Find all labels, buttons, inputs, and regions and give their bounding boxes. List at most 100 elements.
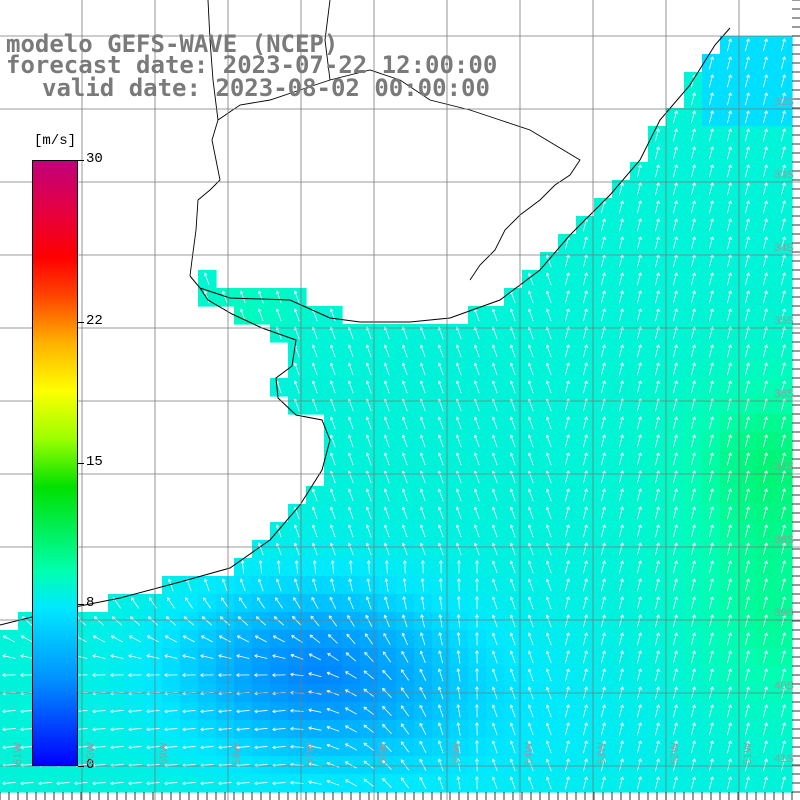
wind-arrow xyxy=(456,596,461,610)
wind-arrow xyxy=(473,524,480,538)
latitude-label: 40S xyxy=(774,680,794,692)
wind-arrow xyxy=(128,673,142,677)
wind-arrow xyxy=(218,745,232,750)
wind-arrow xyxy=(456,740,461,754)
wind-arrow xyxy=(275,578,282,592)
wind-arrow xyxy=(92,745,106,750)
wind-arrow xyxy=(744,164,750,178)
wind-arrow xyxy=(383,614,390,628)
wind-arrow xyxy=(419,416,426,430)
wind-arrow xyxy=(455,542,462,556)
wind-arrow xyxy=(708,560,714,574)
wind-arrow xyxy=(726,578,732,592)
wind-arrow xyxy=(726,506,732,520)
wind-arrow xyxy=(672,200,678,214)
wind-arrow xyxy=(344,725,357,733)
wind-arrow xyxy=(437,416,444,430)
wind-arrow xyxy=(329,470,336,484)
wind-arrow xyxy=(690,200,696,214)
wind-arrow xyxy=(780,560,786,574)
wind-arrow xyxy=(438,578,443,592)
wind-arrow xyxy=(419,344,426,358)
wind-arrow xyxy=(347,524,354,538)
wind-arrow xyxy=(672,506,678,520)
wind-arrow xyxy=(545,722,552,736)
wind-arrow xyxy=(744,416,750,430)
wind-arrow xyxy=(509,758,516,772)
wind-arrow xyxy=(382,651,392,663)
wind-arrow xyxy=(439,560,443,574)
wind-arrow xyxy=(527,722,534,736)
wind-arrow xyxy=(400,723,410,735)
wind-arrow xyxy=(382,669,392,681)
wind-arrow xyxy=(654,578,660,592)
wind-arrow xyxy=(654,614,660,628)
wind-arrow xyxy=(110,635,123,643)
wind-arrow xyxy=(672,164,678,178)
wind-arrow xyxy=(654,272,660,286)
wind-arrow xyxy=(218,727,232,732)
wind-arrow xyxy=(654,650,660,664)
wind-arrow xyxy=(20,727,34,732)
wind-arrow xyxy=(200,727,214,732)
wind-arrow xyxy=(726,560,732,574)
latitude-label: 37S xyxy=(774,461,794,473)
wind-arrow xyxy=(365,488,372,502)
wind-arrow xyxy=(218,709,232,714)
wind-arrow xyxy=(164,781,178,786)
wind-arrow xyxy=(272,635,285,643)
wind-arrow xyxy=(437,524,444,538)
wind-arrow xyxy=(509,452,516,466)
wind-arrow xyxy=(327,634,338,644)
wind-arrow xyxy=(347,615,355,627)
wind-arrow xyxy=(708,128,714,142)
wind-arrow xyxy=(128,635,141,643)
wind-arrow xyxy=(364,651,374,663)
wind-arrow xyxy=(744,344,750,358)
wind-arrow xyxy=(564,758,570,772)
wind-arrow xyxy=(545,650,552,664)
wind-arrow xyxy=(475,668,479,682)
wind-arrow xyxy=(527,650,534,664)
wind-arrow xyxy=(654,290,660,304)
wind-arrow xyxy=(780,164,786,178)
wind-arrow xyxy=(363,670,375,680)
wind-arrow xyxy=(401,488,408,502)
wind-arrow xyxy=(275,542,282,556)
wind-arrow xyxy=(491,560,498,574)
wind-arrow xyxy=(600,524,606,538)
wind-arrow xyxy=(437,776,444,790)
wind-arrow xyxy=(672,416,678,430)
wind-arrow xyxy=(600,578,606,592)
wind-arrow xyxy=(293,308,300,322)
wind-arrow xyxy=(456,578,461,592)
wind-arrow xyxy=(762,56,768,70)
wind-arrow xyxy=(311,488,318,502)
wind-arrow xyxy=(383,416,390,430)
wind-arrow xyxy=(762,668,768,682)
wind-arrow xyxy=(365,596,372,610)
wind-arrow xyxy=(780,542,786,556)
wind-arrow xyxy=(618,452,624,466)
wind-arrow xyxy=(636,524,642,538)
wind-arrow xyxy=(437,542,444,556)
wind-arrow xyxy=(545,704,552,718)
wind-arrow xyxy=(254,781,268,786)
wind-arrow xyxy=(2,654,16,659)
wind-arrow xyxy=(327,653,339,661)
wind-arrow xyxy=(726,614,732,628)
wind-arrow xyxy=(545,560,552,574)
wind-arrow xyxy=(600,506,606,520)
wind-arrow xyxy=(254,727,268,732)
wind-arrow xyxy=(780,506,786,520)
wind-arrow xyxy=(330,560,335,574)
wind-arrow xyxy=(600,272,606,286)
wind-arrow xyxy=(437,362,444,376)
wind-arrow xyxy=(400,669,409,681)
wind-arrow xyxy=(600,632,606,646)
wind-arrow xyxy=(527,506,534,520)
wind-arrow xyxy=(654,470,660,484)
wind-arrow xyxy=(110,654,124,659)
wind-arrow xyxy=(294,560,299,574)
wind-arrow xyxy=(672,488,678,502)
